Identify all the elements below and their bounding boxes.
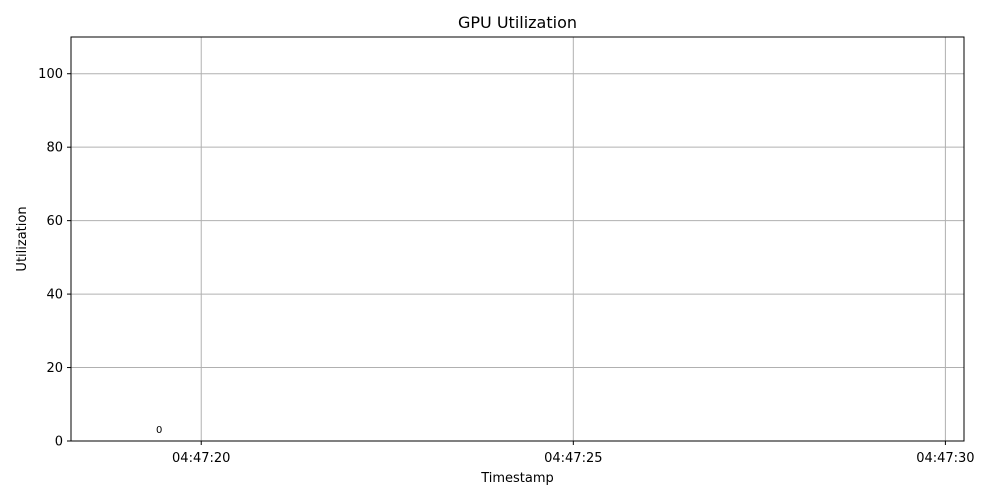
y-tick-label: 40	[46, 288, 63, 303]
chart-title: GPU Utilization	[458, 13, 577, 32]
x-tick-label: 04:47:30	[916, 451, 974, 466]
x-tick-label: 04:47:25	[544, 451, 602, 466]
y-tick-label: 0	[55, 435, 63, 450]
y-tick-label: 60	[46, 214, 63, 229]
x-axis-label: Timestamp	[480, 471, 554, 486]
data-label: 0	[156, 425, 162, 436]
data-marks: 0	[156, 425, 162, 436]
y-axis-label: Utilization	[15, 206, 30, 271]
x-tick-label: 04:47:20	[172, 451, 230, 466]
y-tick-label: 80	[46, 141, 63, 156]
axis-ticks: 0 20 40 60 80 100 04:47:20 04:47:25 04:47:30	[38, 67, 974, 466]
y-tick-label: 20	[46, 361, 63, 376]
y-tick-label: 100	[38, 67, 63, 82]
grid-lines	[71, 37, 964, 442]
plot-frame	[70, 36, 965, 442]
